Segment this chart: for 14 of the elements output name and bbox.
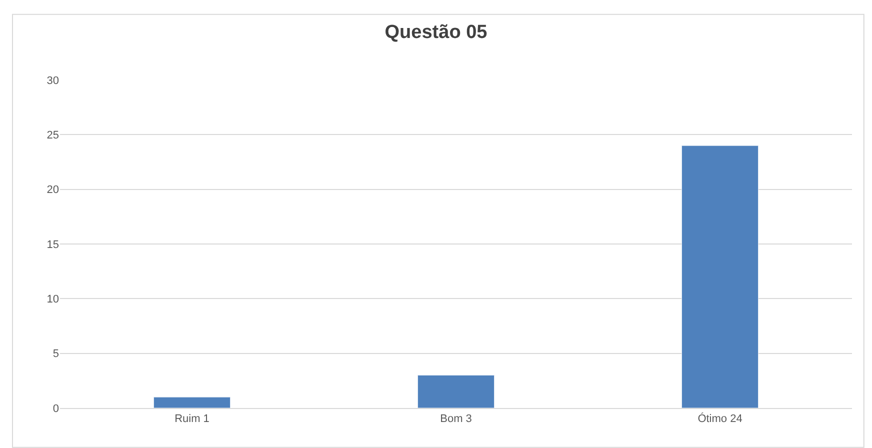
chart-title: Questão 05	[384, 22, 488, 44]
y-tick-label: 15	[46, 238, 59, 251]
y-tick-label: 20	[46, 184, 59, 196]
y-tick-label: 30	[46, 74, 59, 87]
bar	[153, 396, 231, 408]
x-tick-label: Ótimo 24	[698, 412, 742, 426]
bar	[681, 145, 759, 408]
y-tick-label: 5	[52, 348, 59, 360]
y-tick-label: 25	[46, 130, 59, 142]
bar	[417, 374, 495, 408]
y-tick-label: 10	[46, 294, 59, 306]
y-tick-label: 0	[52, 402, 59, 415]
x-tick-label: Bom 3	[440, 413, 472, 426]
x-tick-label: Ruim 1	[174, 413, 210, 426]
